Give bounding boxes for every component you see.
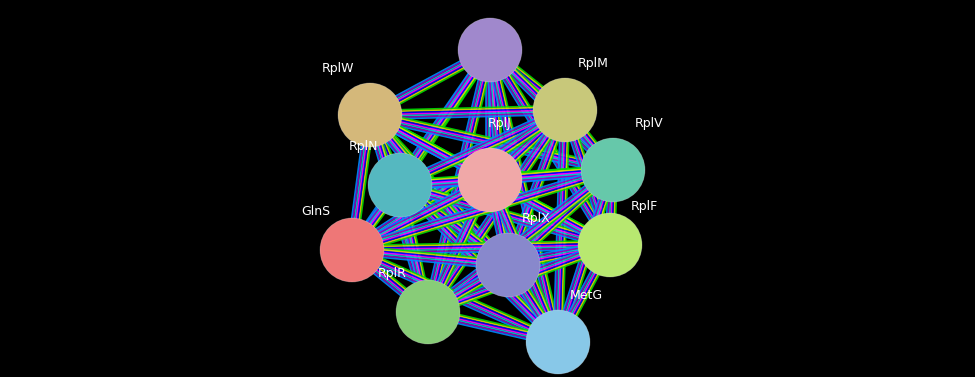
Text: MetG: MetG bbox=[569, 289, 603, 302]
Text: RplX: RplX bbox=[522, 212, 550, 225]
Text: RplN: RplN bbox=[349, 140, 378, 153]
Text: RplM: RplM bbox=[577, 57, 608, 70]
Text: RplV: RplV bbox=[635, 117, 663, 130]
Text: RplF: RplF bbox=[631, 200, 657, 213]
Text: RplR: RplR bbox=[377, 267, 407, 280]
Circle shape bbox=[320, 218, 384, 282]
Circle shape bbox=[338, 83, 402, 147]
Text: RplJ: RplJ bbox=[488, 117, 512, 130]
Circle shape bbox=[476, 233, 540, 297]
Circle shape bbox=[368, 153, 432, 217]
Circle shape bbox=[458, 148, 522, 212]
Circle shape bbox=[526, 310, 590, 374]
Circle shape bbox=[581, 138, 645, 202]
Circle shape bbox=[533, 78, 597, 142]
Circle shape bbox=[578, 213, 642, 277]
Text: RplW: RplW bbox=[322, 62, 354, 75]
Text: GlnS: GlnS bbox=[301, 205, 331, 218]
Circle shape bbox=[458, 18, 522, 82]
Circle shape bbox=[396, 280, 460, 344]
